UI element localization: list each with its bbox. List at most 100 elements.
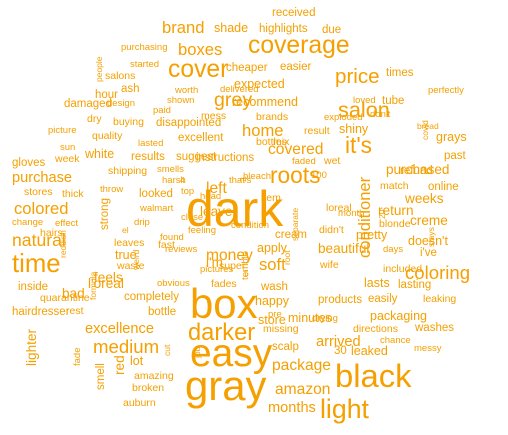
cloud-word: price <box>335 65 380 88</box>
cloud-word: soft <box>259 255 286 274</box>
cloud-word: highlights <box>259 23 308 35</box>
cloud-word: feels <box>94 270 123 285</box>
cloud-word: apply <box>257 241 288 255</box>
cloud-word: mess <box>201 110 226 122</box>
cloud-word: 5 <box>244 268 249 278</box>
cloud-word: separate <box>290 208 300 241</box>
cloud-word: didn't <box>319 224 344 236</box>
cloud-word: grey <box>214 89 252 111</box>
cloud-word: bad <box>62 286 85 301</box>
cloud-word: i've <box>420 247 437 259</box>
cloud-word: cheaper <box>226 62 268 74</box>
cloud-word: mix <box>273 136 290 148</box>
cloud-word: smell <box>95 363 107 390</box>
cloud-word: match <box>380 180 409 192</box>
cloud-word: stays <box>426 227 436 247</box>
cloud-word: black <box>335 357 412 394</box>
cloud-word: results <box>131 151 165 163</box>
cloud-word: months <box>268 400 316 416</box>
cloud-word: easily <box>368 293 398 305</box>
cloud-word: pretty <box>356 228 388 242</box>
cloud-word: amazing <box>134 370 174 382</box>
cloud-word: roots <box>270 162 320 188</box>
cloud-word: money <box>206 247 253 264</box>
cloud-word: worth <box>174 85 198 96</box>
cloud-word: delivered <box>220 84 259 95</box>
cloud-word: wash <box>260 281 288 293</box>
cloud-word: stores <box>24 186 53 198</box>
cloud-word: purchasing <box>121 42 167 53</box>
cloud-word: expected <box>234 77 285 91</box>
cloud-word: harsh <box>162 175 186 186</box>
cloud-word: brand <box>162 18 204 37</box>
cloud-word: design <box>107 98 135 109</box>
cloud-word: fade <box>72 348 83 367</box>
cloud-word: 2 <box>238 177 248 182</box>
cloud-word: darker <box>188 320 255 346</box>
cloud-word: conditioner <box>355 176 374 258</box>
cloud-word: leave <box>200 204 233 219</box>
cloud-word: people <box>94 56 104 82</box>
cloud-word: included <box>383 263 422 275</box>
cloud-word: online <box>428 181 459 193</box>
cloud-word: light <box>320 394 370 424</box>
cloud-word: due <box>322 24 341 36</box>
cloud-word: shiny <box>339 122 369 136</box>
cloud-word: home <box>242 121 284 140</box>
cloud-word: excellent <box>178 132 224 144</box>
cloud-word: wife <box>319 259 339 271</box>
cloud-word: gloves <box>12 157 45 169</box>
cloud-word: easier <box>280 61 311 73</box>
cloud-word: perfectly <box>428 85 464 96</box>
cloud-word: ash <box>121 83 140 95</box>
cloud-word: super <box>219 260 246 272</box>
cloud-word: natural <box>12 230 66 250</box>
cloud-word: close <box>181 212 203 223</box>
cloud-word: doesn't <box>408 234 448 248</box>
cloud-word: week <box>54 153 80 165</box>
cloud-word: box <box>190 280 258 327</box>
cloud-word: easy <box>190 332 273 375</box>
cloud-word: result <box>304 125 330 137</box>
cloud-word: amazon <box>275 381 330 398</box>
cloud-word: i'm <box>206 255 223 270</box>
cloud-word: salons <box>105 70 135 82</box>
cloud-word: gray <box>185 362 267 409</box>
cloud-word: hour <box>95 89 118 101</box>
cloud-word: leaves <box>114 237 144 249</box>
cloud-word: coverage <box>248 32 350 59</box>
cloud-word: weeks <box>404 191 444 206</box>
cloud-word: cut <box>162 344 172 356</box>
cloud-word: products <box>318 294 362 306</box>
cloud-word: covered <box>268 141 323 158</box>
cloud-word: paid <box>153 105 171 116</box>
cloud-word: grays <box>436 130 467 144</box>
cloud-word: wet <box>323 155 340 167</box>
cloud-word: 30 <box>334 345 347 357</box>
cloud-word: messy <box>414 343 442 354</box>
cloud-word: job <box>192 346 202 359</box>
cloud-word: red <box>112 355 127 375</box>
cloud-word: exploded <box>324 112 363 123</box>
cloud-word: feeling <box>188 225 216 236</box>
cloud-word: left <box>206 180 227 197</box>
cloud-word: item <box>261 192 281 204</box>
cloud-word: return <box>378 203 414 218</box>
cloud-word: don't <box>370 109 391 120</box>
cloud-word: purchased <box>386 162 449 177</box>
cloud-word: looked <box>139 188 173 200</box>
cloud-word: disappointed <box>156 117 221 129</box>
cloud-word: tube <box>382 95 404 107</box>
cloud-word: medium <box>93 336 159 357</box>
cloud-word: minutes <box>288 311 332 325</box>
cloud-word: bleach <box>243 171 271 182</box>
cloud-word: change <box>12 217 43 228</box>
cloud-word: brands <box>256 111 288 123</box>
cloud-word: pre <box>268 309 282 320</box>
cloud-word: blonde <box>379 218 411 230</box>
cloud-word: faded <box>292 156 316 167</box>
cloud-word: formula <box>88 271 98 300</box>
cloud-word: lot <box>130 354 144 368</box>
cloud-word: obvious <box>157 278 190 289</box>
cloud-word: missing <box>263 323 299 335</box>
